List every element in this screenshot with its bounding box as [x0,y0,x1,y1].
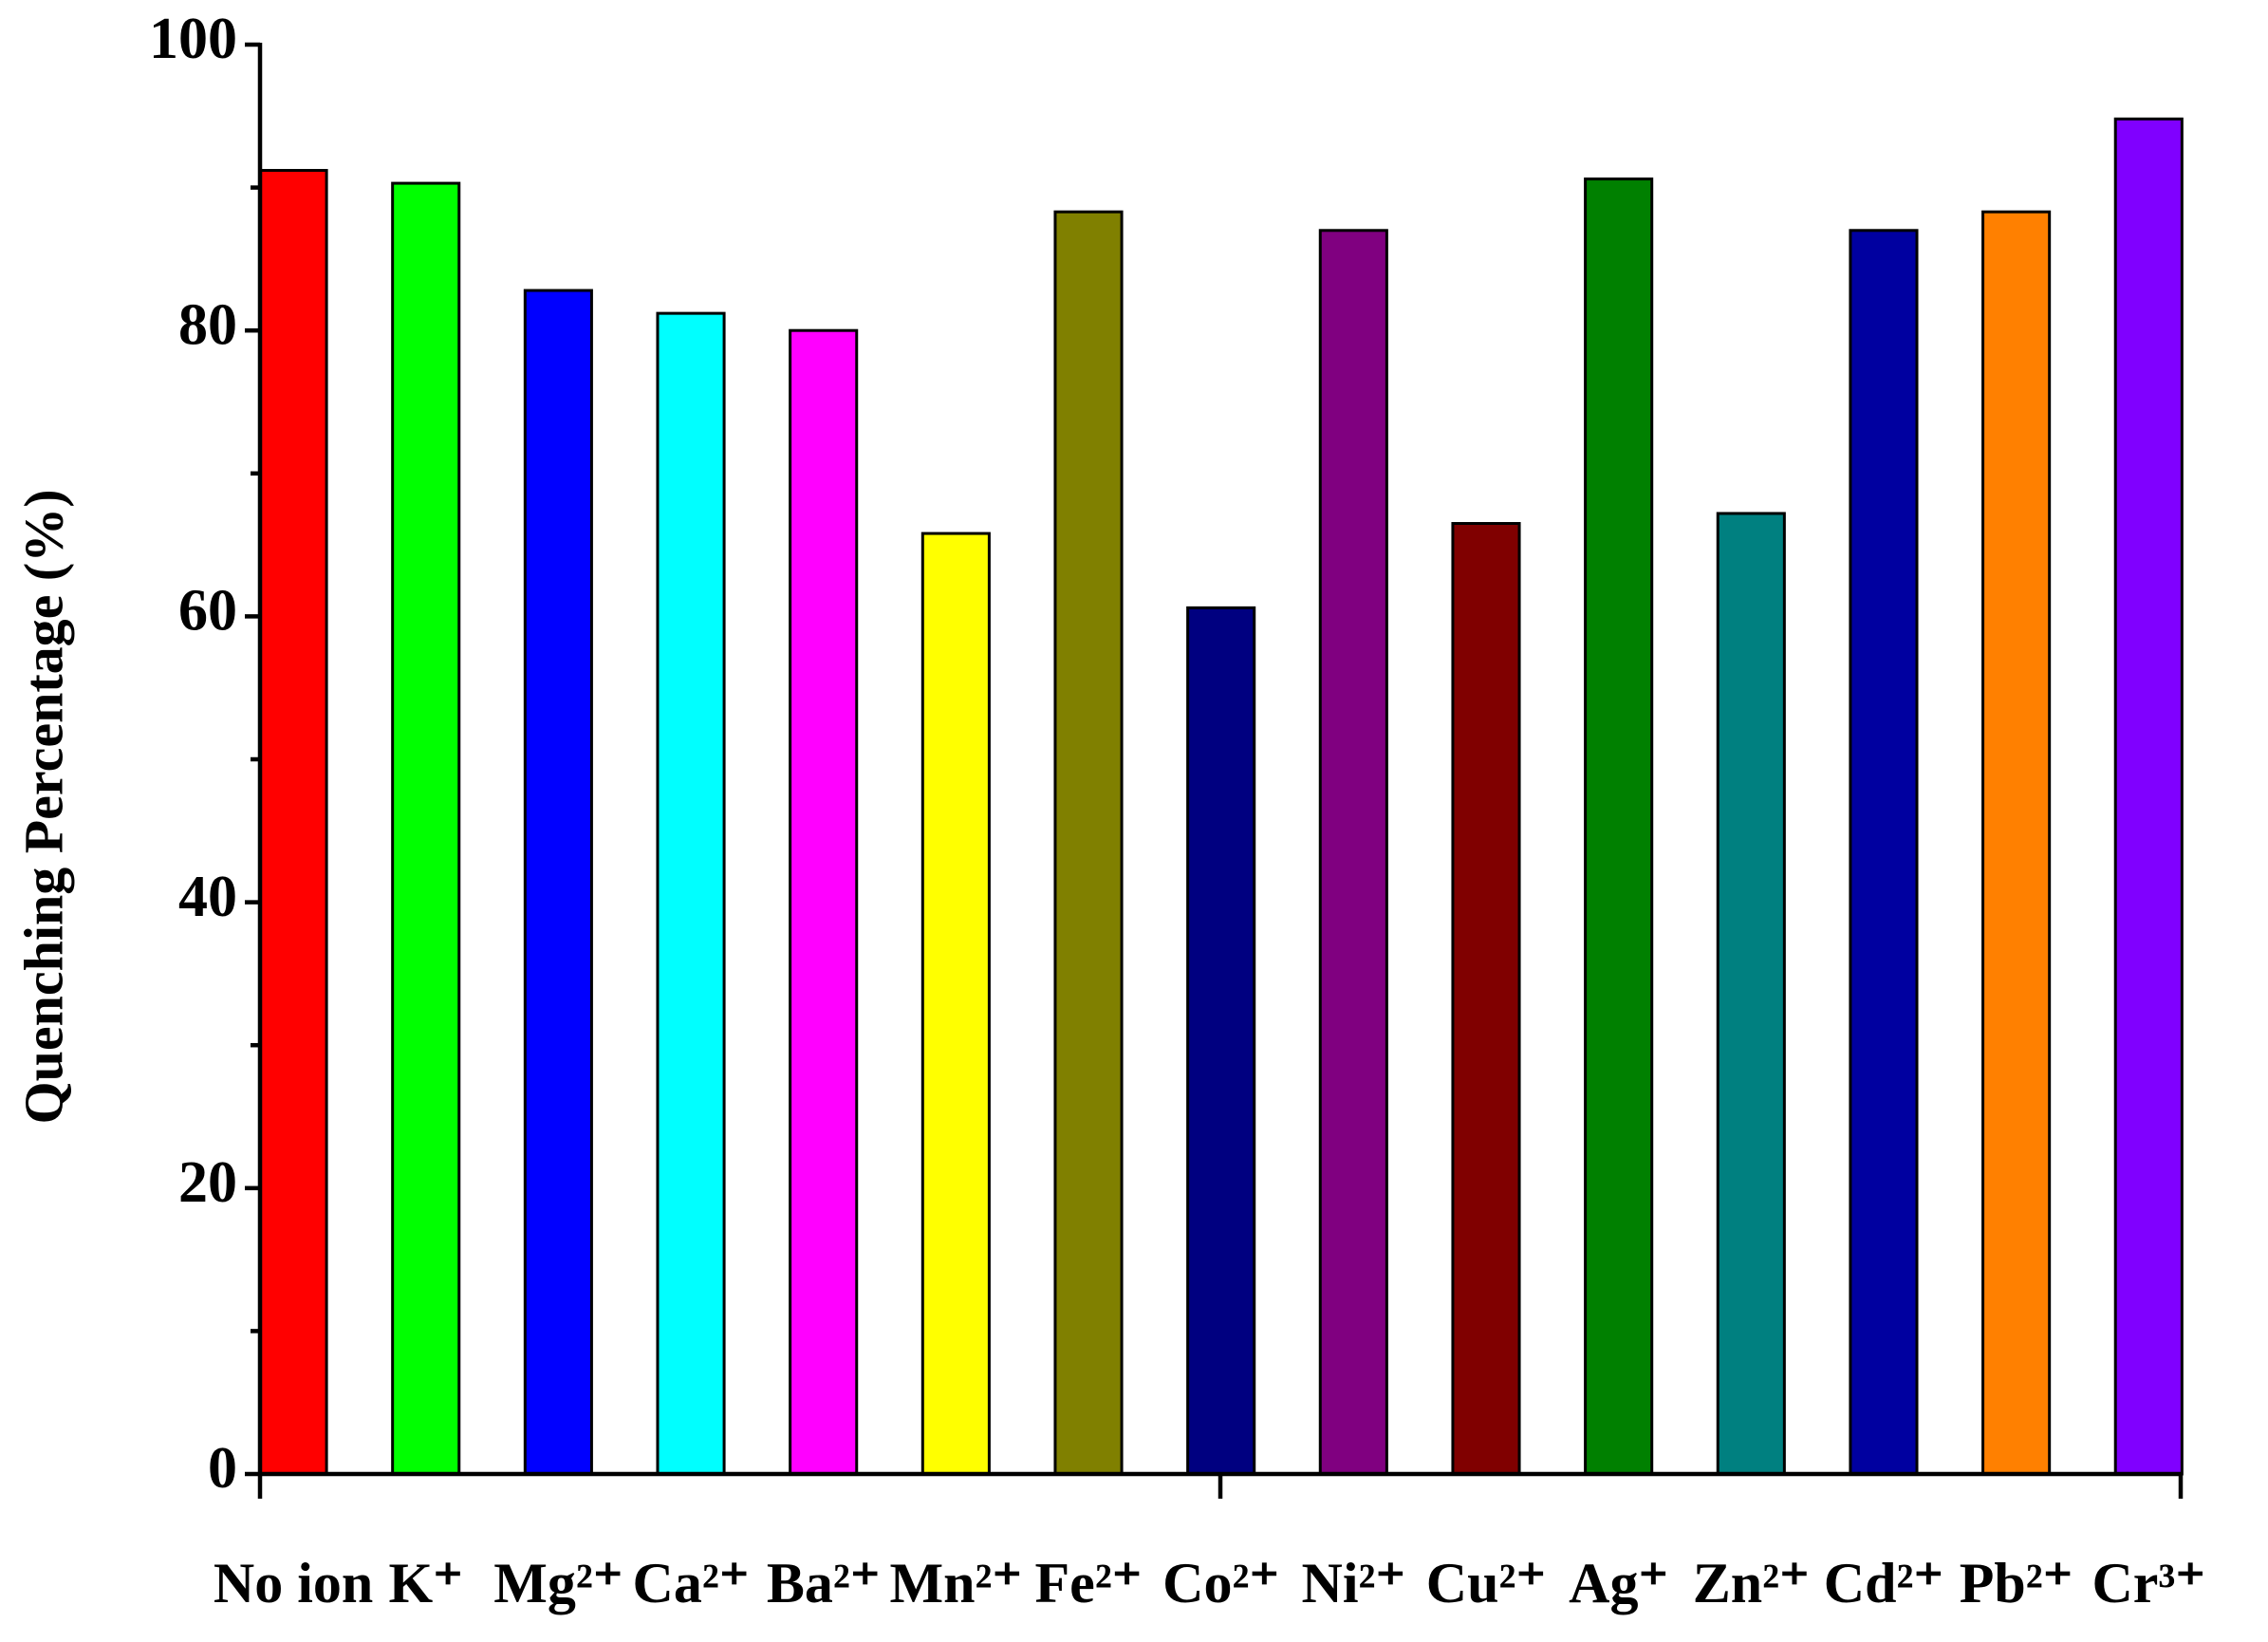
y-tick-label: 40 [178,865,237,929]
bar [1186,606,1256,1476]
x-tick-label: Pb²⁺ [1960,1552,2073,1614]
x-tick-label: Mg²⁺ [493,1552,623,1614]
y-tick-label: 100 [149,7,237,71]
bar [523,289,593,1476]
x-tick-label: Ag⁺ [1569,1552,1668,1614]
bar [1451,522,1521,1476]
bar [789,328,859,1476]
bar [391,181,461,1476]
bar [258,169,328,1476]
y-tick-label: 20 [178,1150,237,1215]
bar [1716,512,1786,1476]
y-tick-label: 0 [208,1436,237,1501]
x-tick-label: K⁺ [389,1552,463,1614]
x-tick-label: Cd²⁺ [1824,1552,1943,1614]
y-tick-label: 60 [178,579,237,644]
x-tick-label: Cr³⁺ [2091,1552,2205,1614]
x-tick-label: No ion [214,1552,373,1614]
x-tick-label: Zn²⁺ [1693,1552,1810,1614]
bar [920,532,991,1476]
bar [1849,229,1919,1476]
bar [2113,117,2184,1476]
bar [1318,229,1388,1476]
y-tick-label: 80 [178,292,237,357]
bar [1981,210,2052,1476]
x-tick-label: Co²⁺ [1162,1552,1279,1614]
bar [656,311,726,1476]
x-tick-label: Mn²⁺ [890,1552,1023,1614]
x-tick-label: Fe²⁺ [1035,1552,1143,1614]
y-axis-title: Quenching Percentage (%) [12,489,74,1124]
bar [1053,210,1124,1476]
x-tick-label: Cu²⁺ [1426,1552,1546,1614]
x-tick-label: Ca²⁺ [633,1552,750,1614]
x-tick-label: Ni²⁺ [1301,1552,1405,1614]
x-tick-label: Ba²⁺ [767,1552,881,1614]
bar [1584,177,1654,1476]
